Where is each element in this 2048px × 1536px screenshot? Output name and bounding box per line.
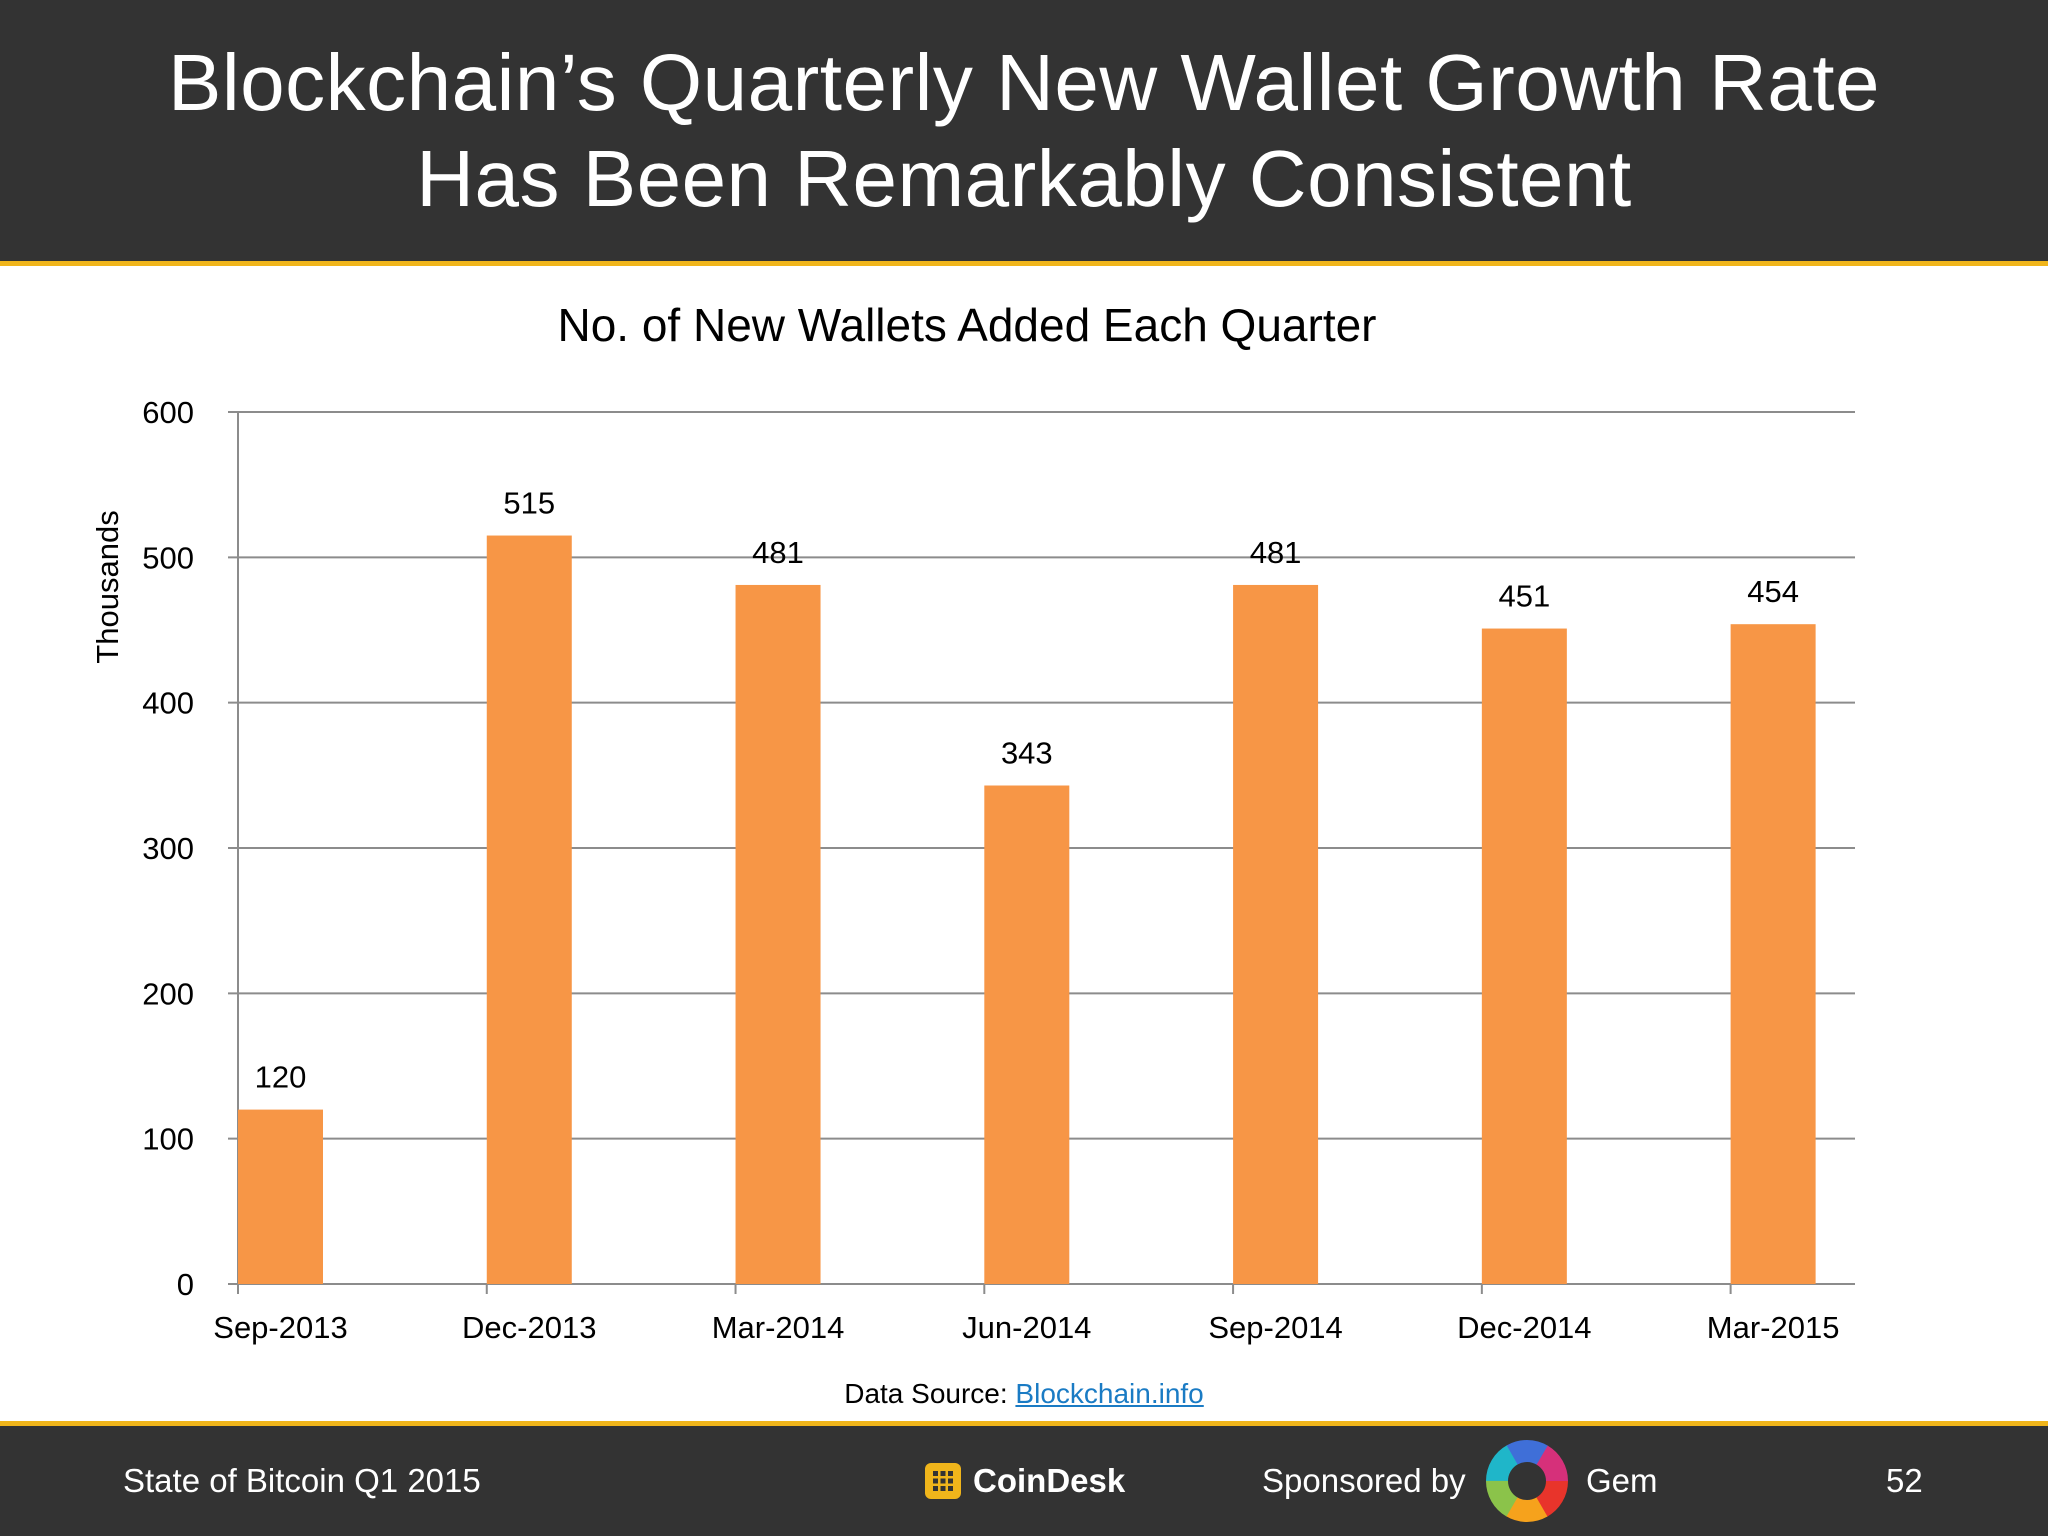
coindesk-brand: CoinDesk (925, 1426, 1125, 1536)
x-tick-label: Jun-2014 (962, 1310, 1091, 1345)
slide-title-line-1: Blockchain’s Quarterly New Wallet Growth… (168, 37, 1880, 127)
page-number: 52 (1886, 1462, 1923, 1499)
sponsored-by-label: Sponsored by (1262, 1462, 1466, 1499)
gem-ring-logo-icon (1484, 1426, 1570, 1536)
data-label: 451 (1498, 579, 1550, 614)
bar-chart: No. of New Wallets Added Each Quarter 0 10… (90, 299, 1855, 1345)
y-tick-label: 100 (142, 1122, 194, 1157)
y-tick-label: 600 (142, 395, 194, 430)
x-tick-label: Dec-2013 (462, 1310, 596, 1345)
bar (735, 584, 821, 1284)
bar (1233, 584, 1319, 1284)
y-tick-label: 500 (142, 540, 194, 575)
slide-footer: State of Bitcoin Q1 2015 CoinDesk Sponso… (0, 1421, 2048, 1536)
report-title: State of Bitcoin Q1 2015 (123, 1462, 481, 1499)
bar (1730, 624, 1816, 1284)
data-label: 481 (752, 535, 804, 570)
coindesk-logo-icon (925, 1463, 961, 1499)
data-label: 515 (503, 486, 555, 521)
chart-area: No. of New Wallets Added Each Quarter 0 10… (0, 280, 2048, 1410)
bar (238, 1109, 323, 1284)
chart-title: No. of New Wallets Added Each Quarter (557, 299, 1376, 351)
slide-header: Blockchain’s Quarterly New Wallet Growth… (0, 0, 2048, 266)
bar (1481, 628, 1567, 1284)
data-label: 343 (1001, 736, 1053, 771)
x-tick-label: Dec-2014 (1457, 1310, 1591, 1345)
data-source-label: Data Source: (844, 1378, 1016, 1409)
bar (486, 535, 572, 1284)
coindesk-brand-label: CoinDesk (973, 1462, 1126, 1499)
x-tick-label: Sep-2013 (213, 1310, 347, 1345)
y-axis-label: Thousands (90, 510, 125, 663)
y-tick-label: 300 (142, 831, 194, 866)
sponsor-name: Gem (1586, 1462, 1658, 1499)
x-tick-label: Mar-2014 (712, 1310, 845, 1345)
x-tick-label: Sep-2014 (1208, 1310, 1342, 1345)
y-tick-label: 400 (142, 686, 194, 721)
data-source-link[interactable]: Blockchain.info (1015, 1378, 1204, 1409)
x-tick-label: Mar-2015 (1707, 1310, 1840, 1345)
data-label: 481 (1250, 535, 1302, 570)
bar (984, 785, 1070, 1284)
data-label: 454 (1747, 574, 1799, 609)
y-tick-label: 200 (142, 976, 194, 1011)
y-tick-label: 0 (177, 1267, 194, 1302)
data-source: Data Source: Blockchain.info (0, 1378, 2048, 1410)
data-label: 120 (255, 1060, 307, 1095)
slide-title-line-2: Has Been Remarkably Consistent (416, 133, 1632, 223)
